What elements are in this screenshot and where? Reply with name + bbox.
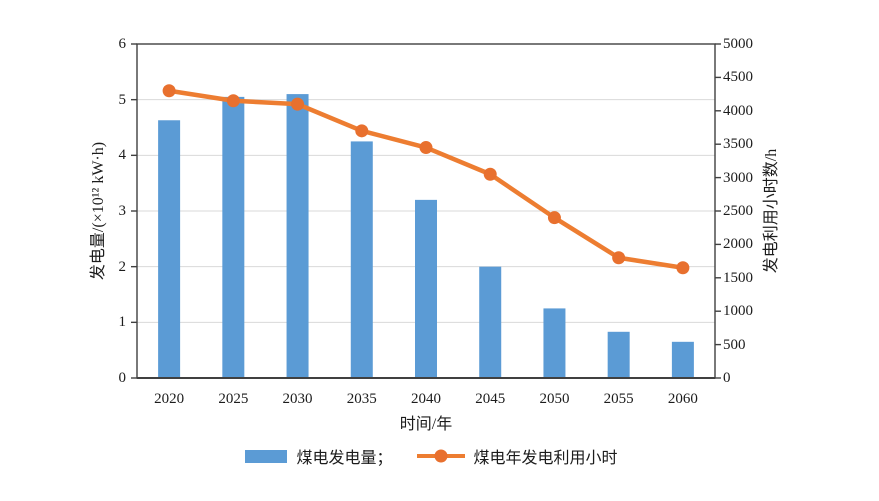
line-point-2055 [612, 251, 626, 265]
x-tick-label-2020: 2020 [154, 391, 185, 407]
y-left-tick-label: 5 [118, 91, 127, 108]
line-series-swatch [416, 449, 465, 463]
line-point-2060 [676, 261, 690, 275]
line-point-2050 [547, 211, 561, 225]
y-right-tick-label: 1500 [723, 269, 753, 286]
x-tick-label-2030: 2030 [282, 391, 313, 407]
y-left-tick-label: 6 [118, 36, 127, 52]
legend-label-bar-series: 煤电发电量； [296, 450, 393, 467]
line-point-2025 [226, 94, 240, 108]
y-right-tick-label: 4500 [723, 69, 753, 86]
bar-series-swatch [245, 449, 288, 463]
y-right-tick-label: 2000 [723, 236, 753, 253]
line-point-2045 [483, 167, 497, 181]
x-tick-label-2050: 2050 [539, 391, 570, 407]
x-tick-label-2025: 2025 [218, 391, 249, 407]
x-tick-label-2060: 2060 [667, 391, 698, 407]
legend-item-bar-series: 煤电发电量； [245, 444, 393, 468]
x-tick-label-2045: 2045 [475, 391, 506, 407]
y-right-tick-label: 2500 [723, 203, 753, 219]
line-swatch-marker-icon [434, 449, 447, 463]
chart-legend: 煤电发电量； 煤电年发电利用小时 [0, 444, 863, 468]
y-left-tick-label: 2 [118, 258, 127, 275]
bar-2030 [286, 94, 309, 378]
y-right-tick-label: 4000 [723, 102, 753, 119]
bar-2055 [607, 331, 630, 378]
line-point-2030 [291, 97, 305, 111]
y-left-tick-label: 3 [118, 203, 127, 219]
y-right-tick-label: 0 [723, 370, 731, 386]
line-point-2040 [419, 141, 433, 155]
x-tick-label-2055: 2055 [603, 391, 634, 407]
y-axis-right-title: 发电利用小时数/h [763, 148, 780, 274]
bar-2060 [671, 341, 694, 378]
bar-2045 [479, 266, 502, 378]
bar-2035 [350, 141, 373, 378]
bar-2020 [158, 120, 181, 378]
y-left-tick-label: 0 [118, 370, 127, 386]
y-right-tick-label: 5000 [723, 36, 753, 52]
line-point-2020 [162, 84, 176, 98]
bar-2040 [415, 199, 437, 378]
y-left-tick-label: 4 [118, 147, 127, 164]
line-point-2035 [355, 124, 369, 138]
y-right-tick-label: 3000 [723, 169, 753, 186]
legend-item-line-series: 煤电年发电利用小时 [416, 444, 618, 468]
x-axis-title: 时间/年 [399, 416, 453, 433]
y-right-tick-label: 3500 [723, 136, 753, 153]
bar-2050 [543, 308, 566, 378]
y-right-tick-label: 1000 [723, 303, 753, 320]
y-right-tick-label: 500 [723, 336, 746, 353]
x-tick-label-2035: 2035 [346, 391, 377, 407]
x-tick-label-2040: 2040 [411, 391, 441, 407]
y-left-tick-label: 1 [118, 314, 127, 331]
legend-label-line-series: 煤电年发电利用小时 [473, 450, 618, 467]
bar-2025 [222, 96, 245, 378]
